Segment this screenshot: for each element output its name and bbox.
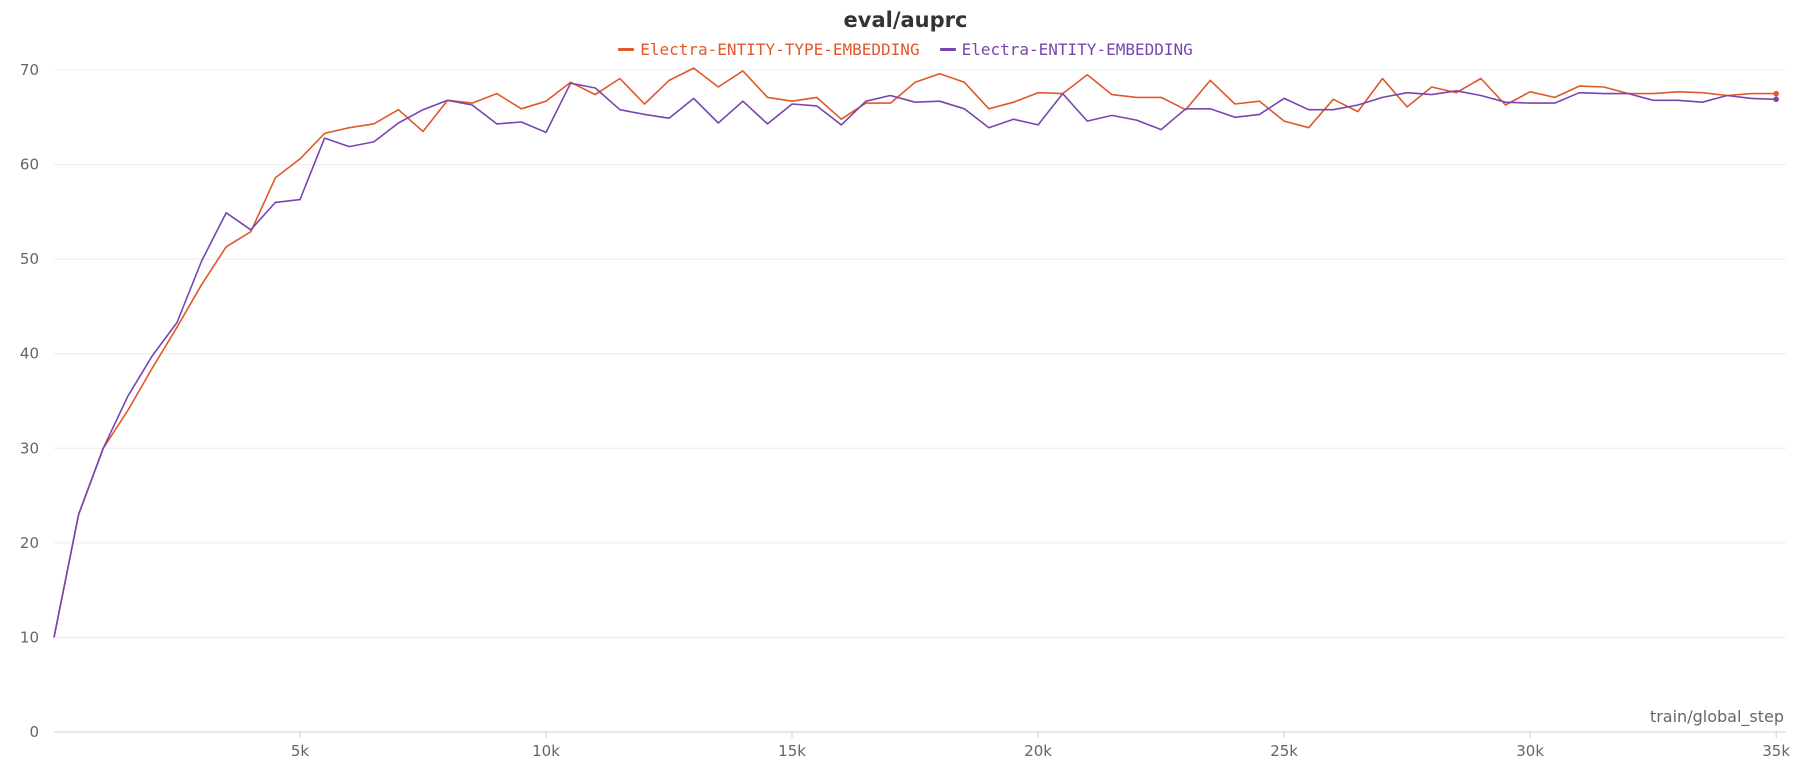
y-tick-label-40: 40 <box>20 345 39 363</box>
series-line-0 <box>53 67 1777 638</box>
x-axis-label: train/global_step <box>1650 707 1784 727</box>
y-tick-label-30: 30 <box>20 439 39 457</box>
legend-swatch-type-embedding <box>618 48 635 51</box>
y-tick-label-0: 0 <box>29 723 39 741</box>
x-tick-label-30000: 30k <box>1516 742 1544 760</box>
legend-item-entity-embedding[interactable]: Electra-ENTITY-EMBEDDING <box>939 40 1193 59</box>
x-tick-label-25000: 25k <box>1270 742 1298 760</box>
legend-swatch-entity-embedding <box>939 48 956 51</box>
x-tick-label-35000: 35k <box>1762 742 1790 760</box>
x-tick-label-15000: 15k <box>778 742 806 760</box>
x-tick-label-10000: 10k <box>532 742 560 760</box>
y-tick-label-60: 60 <box>20 156 39 174</box>
legend: Electra-ENTITY-TYPE-EMBEDDING Electra-EN… <box>0 40 1811 59</box>
y-tick-label-10: 10 <box>20 628 39 646</box>
chart-title: eval/auprc <box>843 8 968 32</box>
series-1-point-70 <box>1773 96 1779 103</box>
x-tick-label-5000: 5k <box>291 742 310 760</box>
legend-label-entity-embedding: Electra-ENTITY-EMBEDDING <box>961 40 1193 59</box>
y-tick-label-20: 20 <box>20 534 39 552</box>
series-line-1 <box>53 82 1777 638</box>
y-tick-label-70: 70 <box>20 61 39 79</box>
series-0-point-70 <box>1773 90 1779 97</box>
x-tick-label-20000: 20k <box>1024 742 1052 760</box>
legend-item-type-embedding[interactable]: Electra-ENTITY-TYPE-EMBEDDING <box>618 40 920 59</box>
legend-label-type-embedding: Electra-ENTITY-TYPE-EMBEDDING <box>640 40 920 59</box>
y-tick-label-50: 50 <box>20 250 39 268</box>
